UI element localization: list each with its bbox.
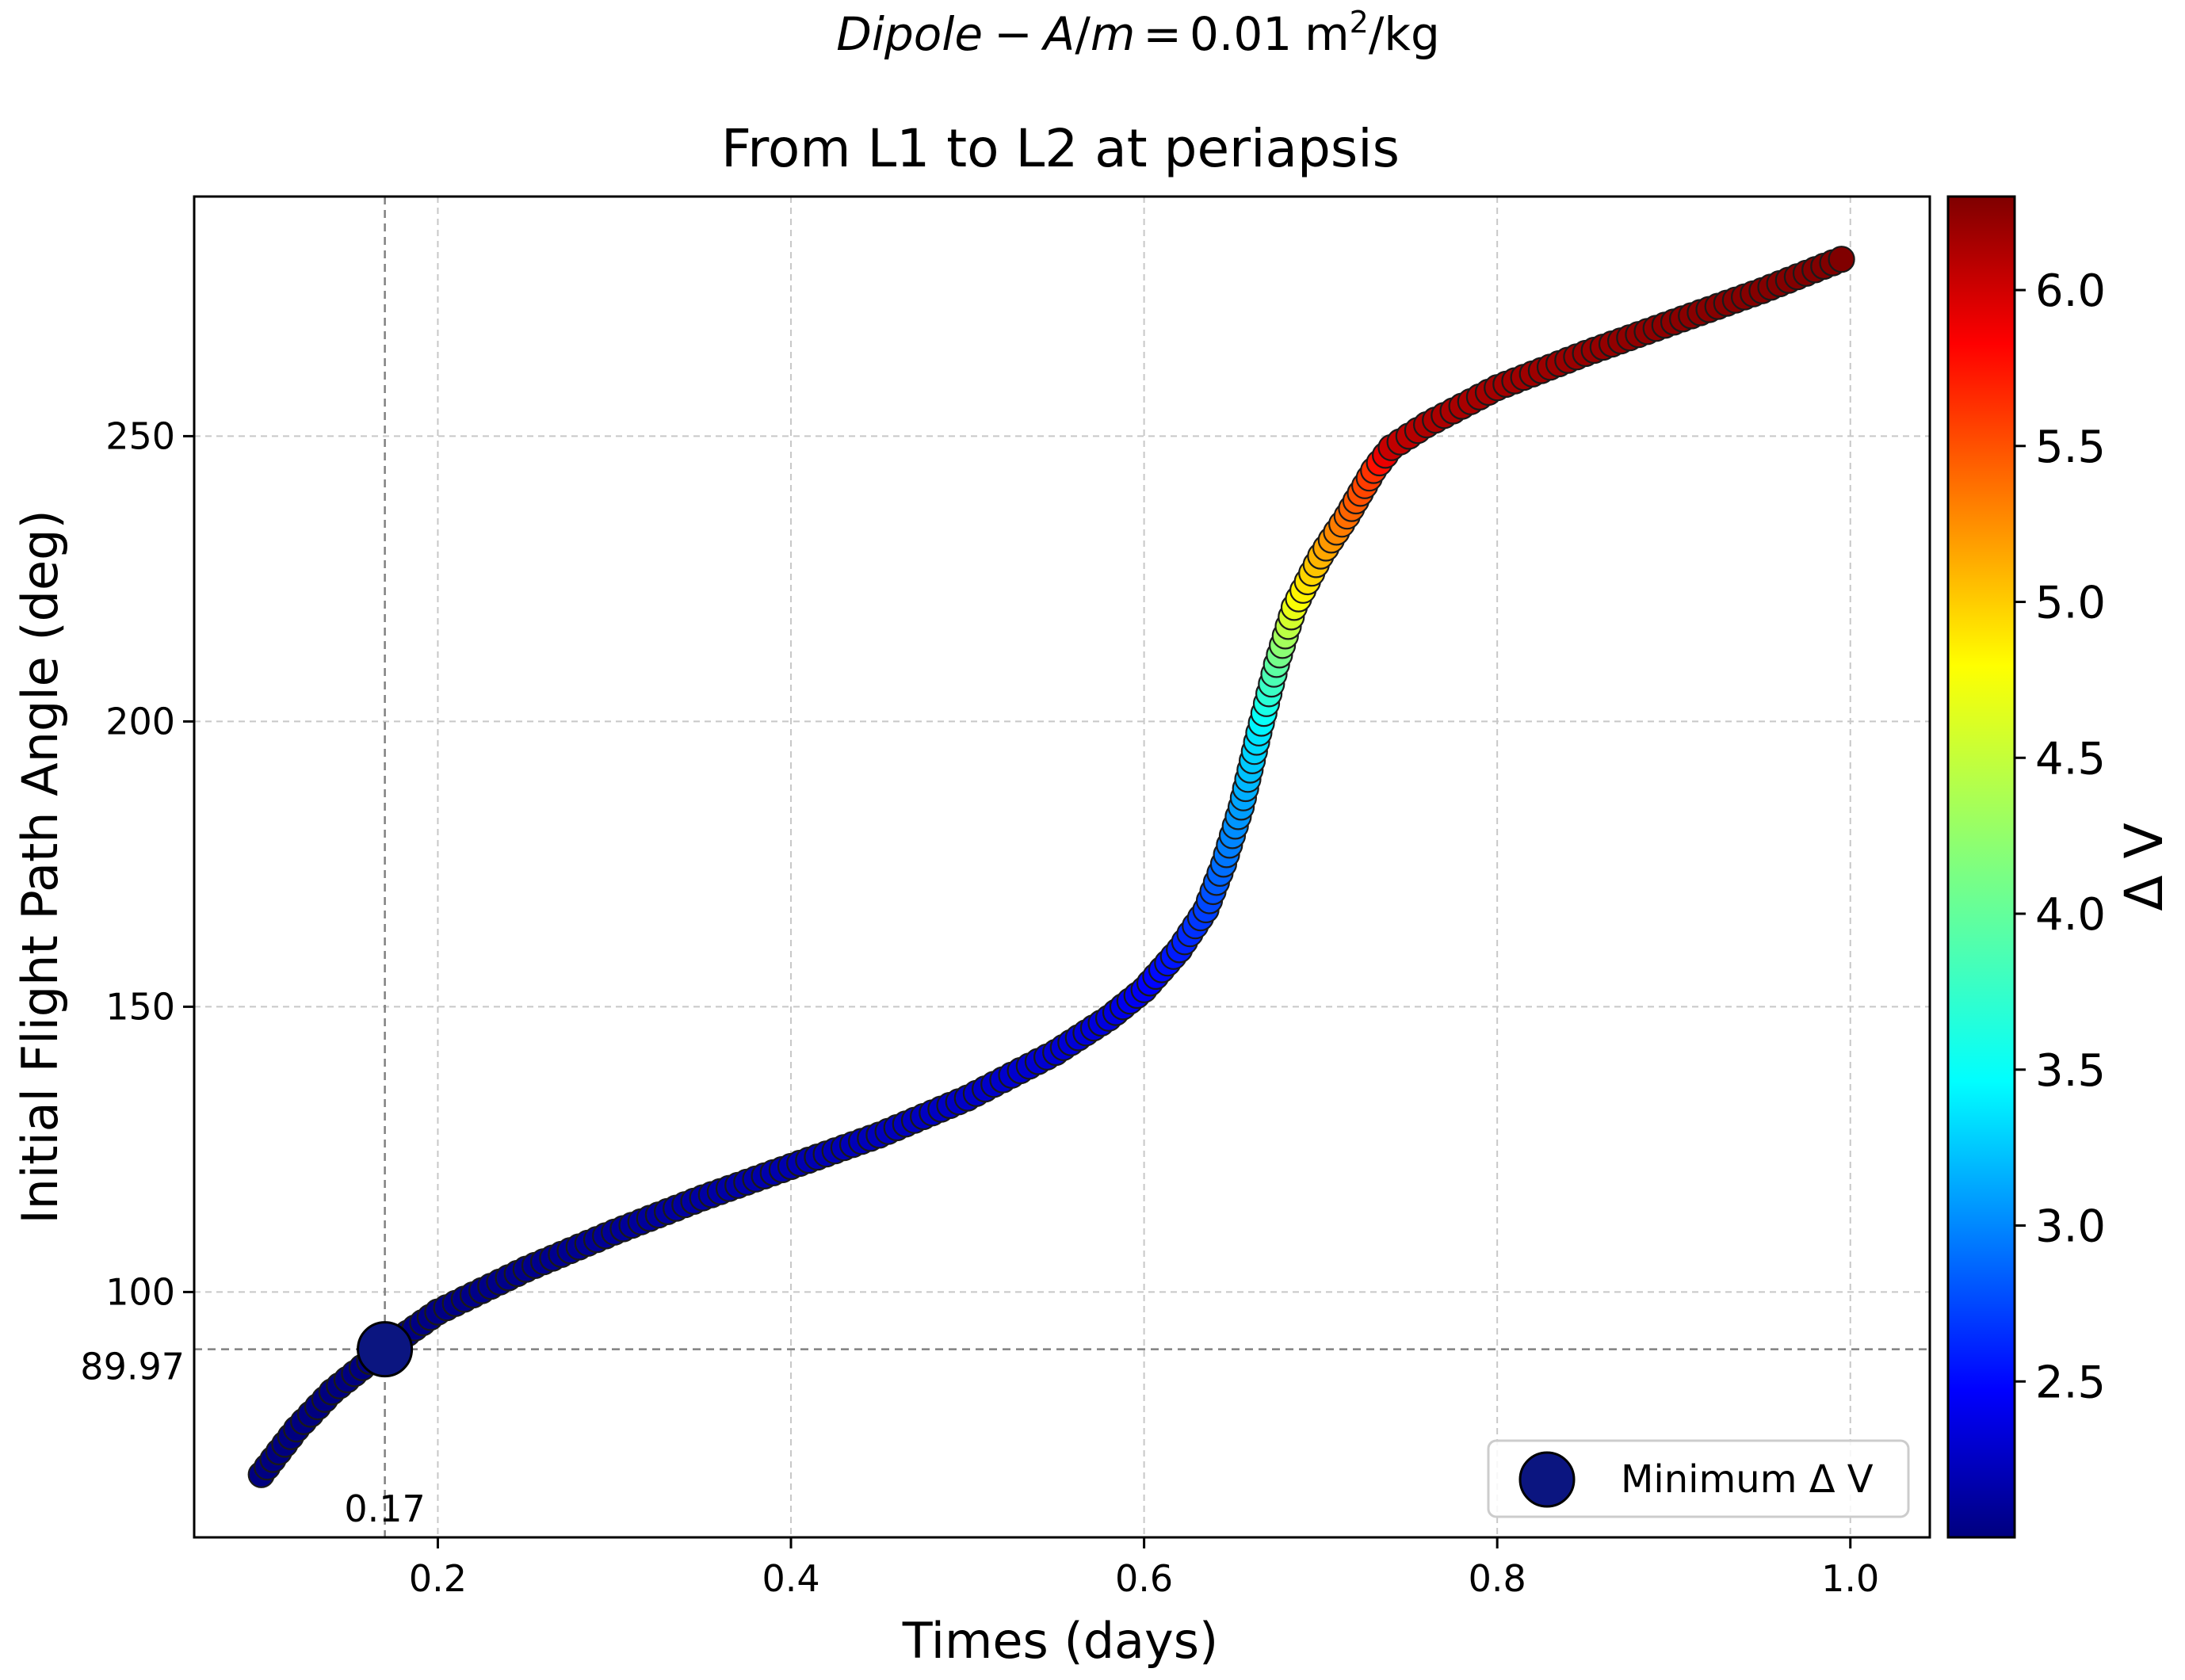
x-tick-label: 0.4 [762,1557,819,1600]
scatter-point [1828,246,1855,273]
y-axis-label: Initial Flight Path Angle (deg) [11,510,69,1224]
y-tick-label: 250 [105,414,175,457]
plot-frame [193,195,1931,1539]
x-tick-label: 0.8 [1469,1557,1526,1600]
suptitle: Dipole − A/m = 0.01 m2/kg [836,5,1440,61]
suptitle-unit-rest: /kg [1369,7,1440,61]
colorbar [1946,195,2016,1539]
colorbar-tick-label: 4.0 [2035,889,2106,941]
colorbar-tick-label: 2.5 [2035,1357,2106,1408]
suptitle-dipole: Dipole [836,7,983,61]
suptitle-slash: / [1075,7,1091,61]
suptitle-unit-base: m [1305,7,1350,61]
suptitle-equals: = [1143,7,1182,61]
y-tick-label: 100 [105,1270,175,1313]
colorbar-tick-label: 3.5 [2035,1045,2106,1097]
legend-marker-icon [1518,1451,1576,1508]
scatter-points [247,246,1855,1488]
colorbar-tick-label: 6.0 [2035,265,2106,317]
x-tick-label: 1.0 [1821,1557,1879,1600]
x-axis-ticks: 0.2 0.4 0.6 0.8 1.0 [409,1537,1879,1600]
colorbar-tick-label: 3.0 [2035,1201,2106,1253]
y-axis-ticks: 100 150 200 250 [105,414,194,1313]
colorbar-ticks: 2.5 3.0 3.5 4.0 4.5 5.0 5.5 6.0 [2015,265,2106,1408]
colorbar-tick-label: 4.5 [2035,733,2106,785]
minimum-marker [357,1321,414,1378]
minimum-marker-layer [357,1321,414,1378]
minimum-y-label: 89.97 [80,1346,185,1388]
legend-label: Minimum Δ V [1621,1457,1874,1502]
suptitle-a: A [1041,7,1075,61]
suptitle-m: m [1091,7,1136,61]
legend-box [1487,1439,1910,1518]
legend: Minimum Δ V [1487,1439,1910,1518]
minimum-reference-lines [194,197,1930,1537]
suptitle-minus: − [994,7,1033,61]
y-tick-label: 200 [105,700,175,743]
colorbar-tick-label: 5.5 [2035,422,2106,473]
grid-lines [194,197,1930,1537]
x-tick-label: 0.2 [409,1557,467,1600]
suptitle-unit-sup: 2 [1350,5,1369,40]
chart-title: From L1 to L2 at periapsis [721,118,1400,179]
y-tick-label: 150 [105,985,175,1028]
x-tick-label: 0.6 [1115,1557,1173,1600]
colorbar-tick-label: 5.0 [2035,578,2106,629]
colorbar-label: Δ V [2114,823,2175,911]
x-axis-label: Times (days) [902,1612,1218,1670]
suptitle-value: 0.01 [1190,7,1292,61]
minimum-x-label: 0.17 [344,1487,425,1530]
